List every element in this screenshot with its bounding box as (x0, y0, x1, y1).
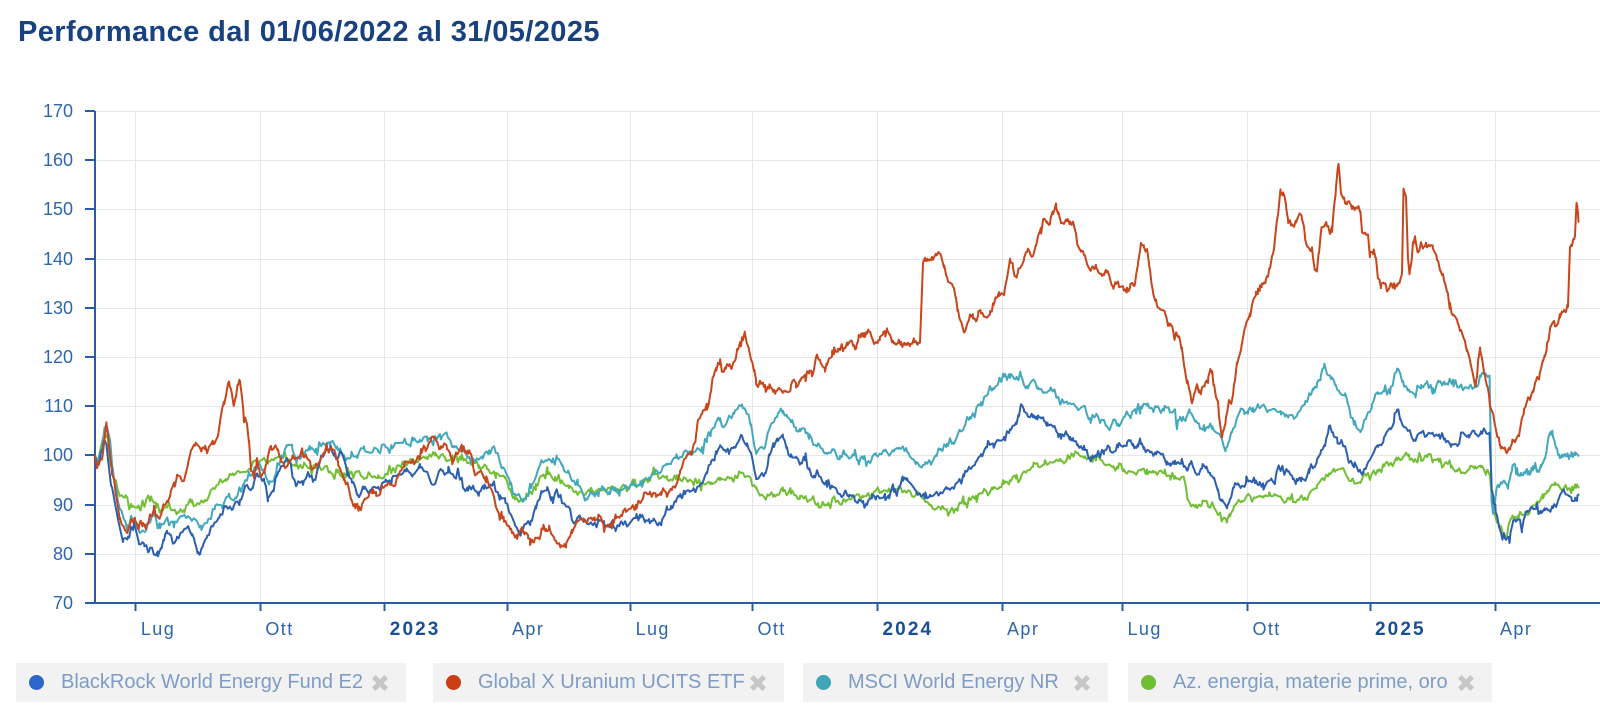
svg-text:100: 100 (43, 445, 73, 465)
svg-text:130: 130 (43, 298, 73, 318)
svg-text:Apr: Apr (1500, 619, 1532, 639)
svg-text:Lug: Lug (141, 619, 175, 639)
svg-text:Apr: Apr (1007, 619, 1039, 639)
svg-text:90: 90 (53, 495, 73, 515)
svg-text:Lug: Lug (636, 619, 670, 639)
svg-text:160: 160 (43, 150, 73, 170)
svg-text:80: 80 (53, 544, 73, 564)
svg-text:150: 150 (43, 199, 73, 219)
svg-text:Apr: Apr (512, 619, 544, 639)
svg-text:2024: 2024 (883, 619, 934, 640)
svg-text:70: 70 (53, 593, 73, 613)
svg-text:Lug: Lug (1128, 619, 1162, 639)
svg-text:170: 170 (43, 101, 73, 121)
svg-text:140: 140 (43, 249, 73, 269)
svg-text:Ott: Ott (1253, 619, 1281, 639)
svg-text:120: 120 (43, 347, 73, 367)
svg-text:2025: 2025 (1375, 619, 1426, 640)
svg-text:110: 110 (44, 396, 73, 416)
svg-text:Ott: Ott (758, 619, 786, 639)
svg-text:2023: 2023 (390, 619, 441, 640)
svg-text:Ott: Ott (265, 619, 293, 639)
